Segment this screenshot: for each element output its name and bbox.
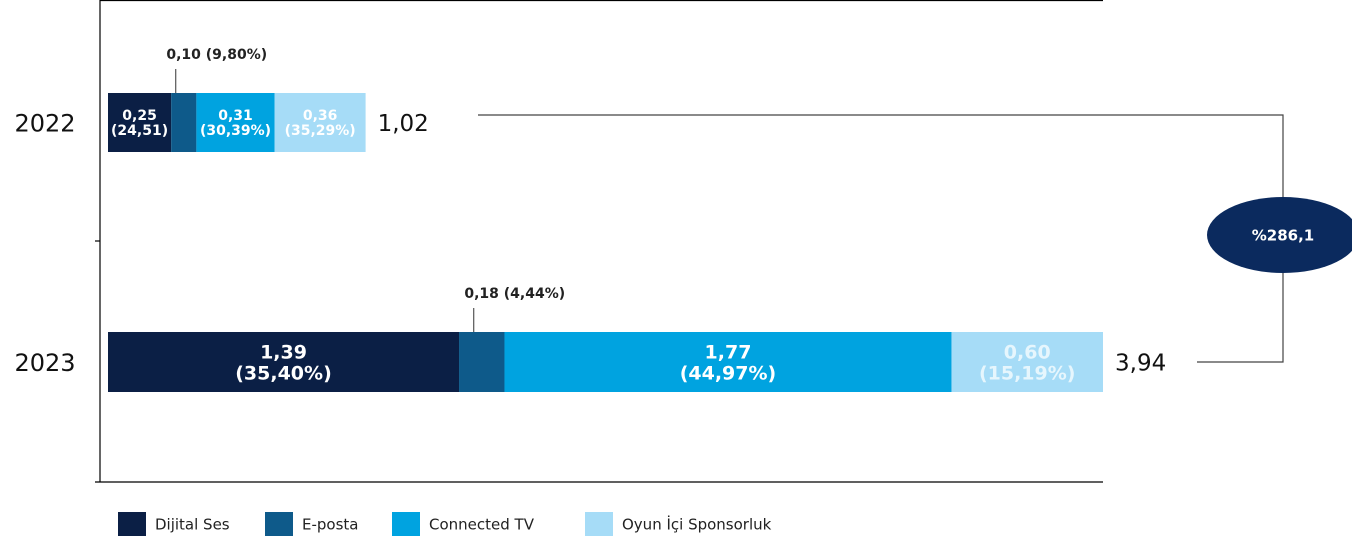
bar-segment	[196, 93, 275, 152]
y-tick-label: 2022	[14, 110, 75, 138]
growth-label: %286,1	[1252, 227, 1314, 245]
legend-swatch	[585, 512, 613, 536]
bar-segment	[274, 93, 366, 152]
legend-swatch	[392, 512, 420, 536]
value-label: 1,39 (35,40%)	[235, 341, 332, 384]
legend-label: Dijital Ses	[155, 516, 230, 534]
legend-swatch	[118, 512, 146, 536]
value-label: 0,31 (30,39%)	[200, 108, 271, 139]
bar-segment	[171, 93, 197, 152]
growth-connector	[478, 114, 1284, 363]
legend-swatch	[265, 512, 293, 536]
legend-label: Oyun İçi Sponsorluk	[622, 515, 772, 534]
growth-badge	[1207, 197, 1352, 273]
value-label: 0,18 (4,44%)	[464, 286, 565, 302]
bar-segment	[108, 93, 172, 152]
value-label: 1,77 (44,97%)	[680, 341, 777, 384]
total-label: 3,94	[1115, 351, 1166, 377]
legend-label: Connected TV	[429, 516, 535, 534]
value-label: 0,36 (35,29%)	[285, 108, 356, 139]
bar-segment	[951, 332, 1103, 392]
bar-segment	[459, 332, 505, 392]
bar-segment	[504, 332, 952, 392]
legend-label: E-posta	[302, 516, 358, 534]
bar-segment	[108, 332, 460, 392]
y-tick-label: 2023	[14, 349, 75, 377]
value-label: 0,25 (24,51)	[111, 108, 168, 139]
value-label: 0,60 (15,19%)	[979, 341, 1076, 384]
total-label: 1,02	[378, 111, 429, 137]
value-label: 0,10 (9,80%)	[166, 47, 267, 63]
